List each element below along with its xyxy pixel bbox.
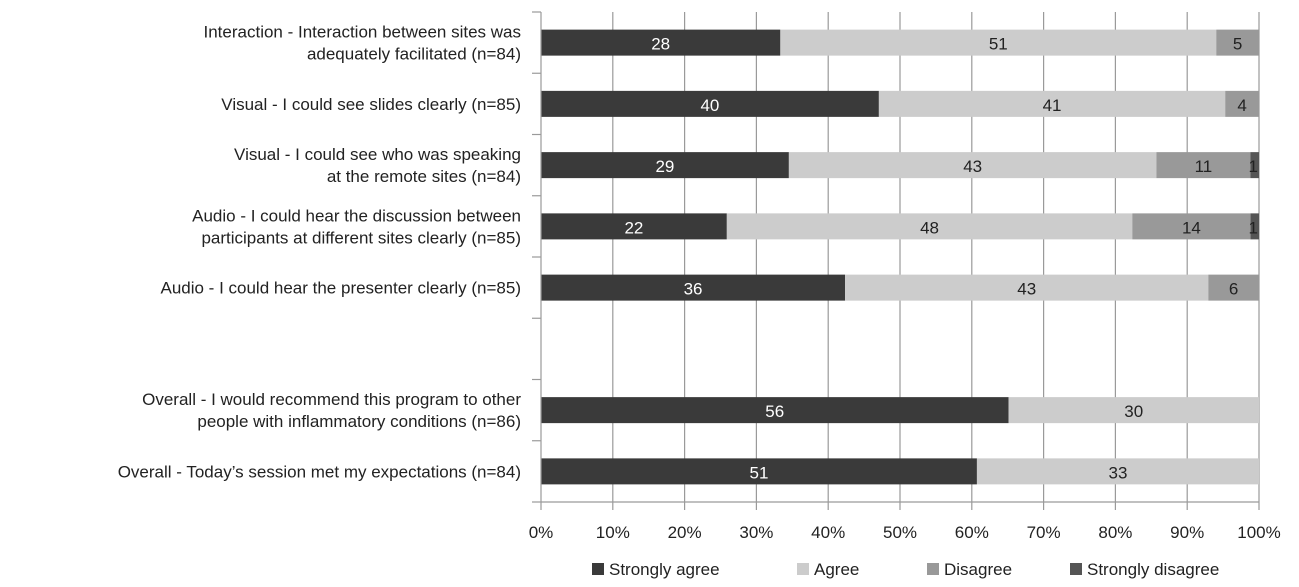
bar-segment <box>541 397 1009 424</box>
bar-segment <box>845 274 1209 301</box>
bar-segment <box>541 274 846 301</box>
bar-segment <box>541 213 727 240</box>
data-label: 40 <box>700 96 719 115</box>
data-label: 14 <box>1182 218 1201 237</box>
x-tick-label: 100% <box>1237 523 1280 542</box>
bar-segment <box>541 458 977 485</box>
bar-segment <box>976 458 1259 485</box>
category-label: Interaction - Interaction between sites … <box>204 23 522 64</box>
category-label: Overall - I would recommend this program… <box>142 390 521 431</box>
data-label: 56 <box>765 402 784 421</box>
data-label: 43 <box>963 157 982 176</box>
x-tick-label: 0% <box>529 523 554 542</box>
data-label: 4 <box>1237 96 1246 115</box>
x-tick-label: 80% <box>1098 523 1132 542</box>
x-tick-label: 70% <box>1027 523 1061 542</box>
bar-segment <box>1008 397 1259 424</box>
legend-swatch <box>927 563 939 575</box>
legend-swatch <box>592 563 604 575</box>
data-label: 48 <box>920 218 939 237</box>
x-tick-label: 20% <box>668 523 702 542</box>
bar-segment <box>541 90 879 117</box>
bar-segment <box>541 29 781 56</box>
legend-swatch <box>797 563 809 575</box>
data-label: 6 <box>1229 280 1238 299</box>
x-tick-label: 50% <box>883 523 917 542</box>
category-label: Audio - I could hear the discussion betw… <box>192 206 521 247</box>
bar-segment <box>1208 274 1259 301</box>
category-label: Visual - I could see slides clearly (n=8… <box>221 95 521 114</box>
legend-label: Strongly agree <box>609 560 720 579</box>
category-label: Audio - I could hear the presenter clear… <box>160 279 521 298</box>
data-label: 5 <box>1233 35 1242 54</box>
bar-segment <box>1156 152 1251 179</box>
data-label: 28 <box>651 35 670 54</box>
data-label: 1 <box>1249 218 1258 237</box>
data-label: 36 <box>684 280 703 299</box>
bar-segment <box>878 90 1226 117</box>
data-label: 1 <box>1249 157 1258 176</box>
bar-segment <box>1250 152 1259 179</box>
bar-segment <box>541 152 789 179</box>
legend-swatch <box>1070 563 1082 575</box>
data-label: 22 <box>624 218 643 237</box>
data-label: 51 <box>989 35 1008 54</box>
bar-segment <box>1225 90 1259 117</box>
legend-label: Disagree <box>944 560 1012 579</box>
category-label: Overall - Today’s session met my expecta… <box>118 462 521 481</box>
x-tick-label: 90% <box>1170 523 1204 542</box>
bar-segment <box>780 29 1217 56</box>
data-label: 41 <box>1043 96 1062 115</box>
x-tick-label: 10% <box>596 523 630 542</box>
bar-segment <box>1250 213 1259 240</box>
bar-segment <box>1132 213 1251 240</box>
data-label: 29 <box>655 157 674 176</box>
data-label: 51 <box>750 463 769 482</box>
x-tick-label: 30% <box>739 523 773 542</box>
x-tick-label: 40% <box>811 523 845 542</box>
x-tick-label: 60% <box>955 523 989 542</box>
data-label: 33 <box>1109 463 1128 482</box>
bar-segment <box>726 213 1133 240</box>
data-label: 11 <box>1195 157 1213 176</box>
data-label: 43 <box>1017 280 1036 299</box>
bar-segment <box>1216 29 1259 56</box>
data-label: 30 <box>1124 402 1143 421</box>
bar-segment <box>788 152 1157 179</box>
legend-label: Strongly disagree <box>1087 560 1219 579</box>
legend-label: Agree <box>814 560 859 579</box>
category-label: Visual - I could see who was speaking at … <box>234 145 521 186</box>
